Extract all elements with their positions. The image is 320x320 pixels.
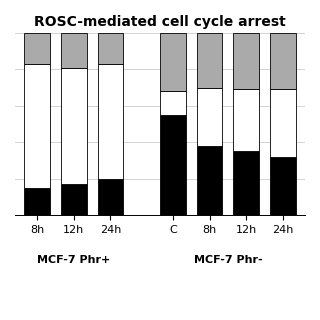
Bar xyxy=(24,33,50,64)
Bar xyxy=(61,33,87,68)
Bar xyxy=(197,88,222,146)
Text: MCF-7 Phr+: MCF-7 Phr+ xyxy=(37,255,110,265)
Bar xyxy=(270,157,296,215)
Text: MCF-7 Phr-: MCF-7 Phr- xyxy=(194,255,262,265)
Bar xyxy=(61,68,87,184)
Bar xyxy=(24,64,50,188)
Bar xyxy=(160,91,186,115)
Bar xyxy=(98,33,123,64)
Bar xyxy=(233,90,259,151)
Bar xyxy=(160,115,186,215)
Bar xyxy=(270,90,296,157)
Title: ROSC-mediated cell cycle arrest: ROSC-mediated cell cycle arrest xyxy=(34,15,286,29)
Bar xyxy=(61,184,87,215)
Bar xyxy=(98,64,123,179)
Bar xyxy=(197,33,222,88)
Bar xyxy=(270,33,296,90)
Bar xyxy=(160,33,186,91)
Bar xyxy=(24,188,50,215)
Bar xyxy=(233,151,259,215)
Bar xyxy=(98,179,123,215)
Bar xyxy=(233,33,259,90)
Bar xyxy=(197,146,222,215)
